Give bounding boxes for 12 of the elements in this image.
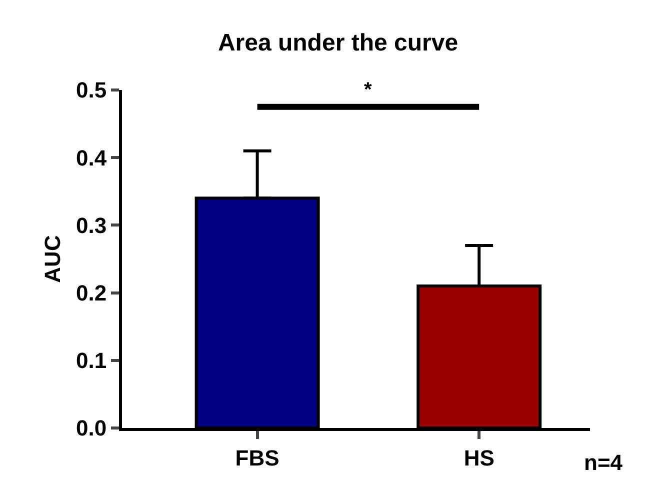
y-tick-label: 0.1 xyxy=(76,348,107,374)
x-tick-label: FBS xyxy=(235,445,280,470)
y-tick-label: 0.3 xyxy=(76,212,107,238)
y-tick-label: 0.4 xyxy=(76,145,108,170)
chart-title: Area under the curve xyxy=(218,30,458,57)
y-tick-label: 0.2 xyxy=(76,280,107,306)
y-tick-label: 0.5 xyxy=(76,78,107,103)
text: n=4 xyxy=(584,450,624,475)
x-tick-label: HS xyxy=(464,445,494,470)
y-tick-label: 0.0 xyxy=(76,416,107,441)
annotation: * xyxy=(364,79,372,101)
y-axis-title: AUC xyxy=(40,235,65,283)
